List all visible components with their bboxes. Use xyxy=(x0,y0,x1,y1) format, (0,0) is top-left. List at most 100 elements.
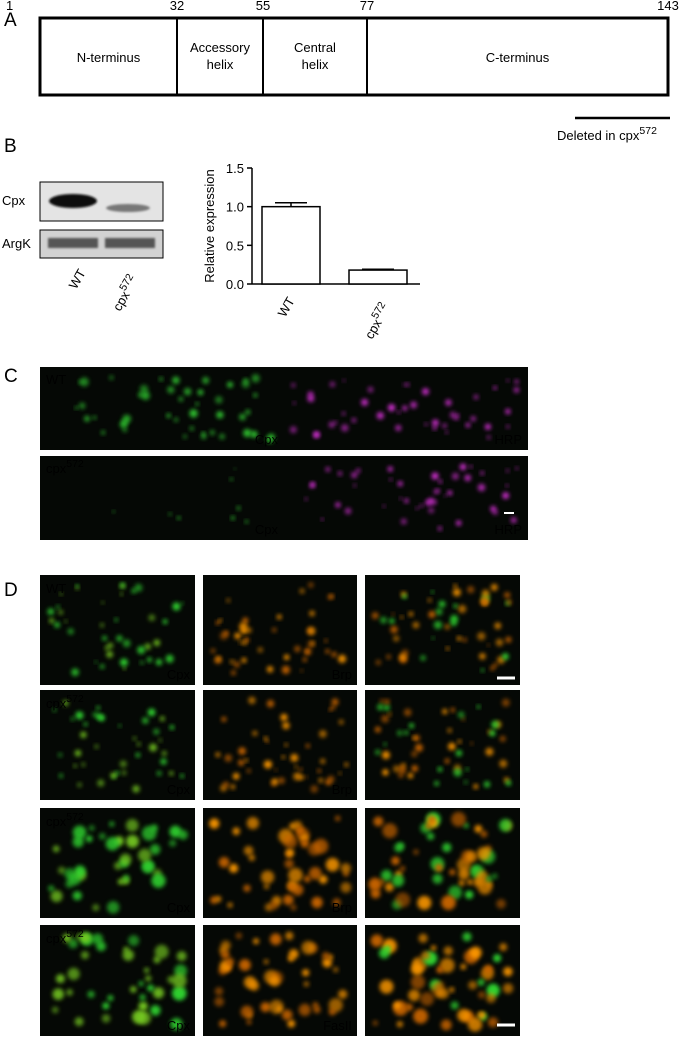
puncta xyxy=(242,640,247,646)
puncta xyxy=(290,904,297,911)
puncta xyxy=(432,499,438,505)
genotype-label: WT xyxy=(46,372,66,387)
micrograph-signal xyxy=(289,379,520,440)
puncta xyxy=(122,427,128,433)
puncta xyxy=(141,860,155,874)
puncta xyxy=(248,854,255,861)
puncta xyxy=(505,408,511,415)
puncta xyxy=(94,744,99,749)
puncta xyxy=(288,949,299,959)
puncta xyxy=(378,947,390,959)
micrograph xyxy=(40,690,195,800)
micrograph-signal xyxy=(215,696,349,793)
puncta xyxy=(162,619,168,625)
puncta xyxy=(284,859,294,869)
puncta xyxy=(117,878,124,885)
puncta xyxy=(128,935,140,947)
puncta xyxy=(83,722,88,727)
puncta xyxy=(462,932,472,942)
puncta xyxy=(499,943,508,952)
puncta xyxy=(283,654,290,661)
puncta xyxy=(79,377,89,387)
puncta xyxy=(71,668,79,677)
puncta xyxy=(470,741,474,745)
puncta xyxy=(495,638,504,647)
puncta xyxy=(469,465,473,469)
puncta xyxy=(122,949,134,961)
puncta xyxy=(473,784,479,789)
puncta xyxy=(138,980,144,987)
puncta xyxy=(506,379,510,382)
puncta xyxy=(129,986,137,993)
stain-label: Brp xyxy=(332,667,352,682)
puncta xyxy=(434,780,440,786)
puncta xyxy=(252,938,260,945)
puncta xyxy=(493,954,502,963)
puncta xyxy=(75,586,80,590)
puncta xyxy=(510,517,517,524)
micrograph-signal xyxy=(370,932,514,1032)
puncta xyxy=(307,395,315,403)
puncta xyxy=(241,380,250,388)
puncta xyxy=(280,713,288,722)
puncta xyxy=(334,815,341,822)
puncta xyxy=(387,466,393,472)
puncta xyxy=(266,666,274,673)
puncta xyxy=(408,611,414,617)
puncta xyxy=(391,874,405,887)
puncta xyxy=(92,415,97,420)
puncta xyxy=(506,599,512,605)
puncta xyxy=(513,387,520,393)
puncta xyxy=(379,979,394,994)
puncta xyxy=(153,728,160,735)
puncta xyxy=(54,621,61,628)
puncta xyxy=(432,426,437,431)
puncta xyxy=(227,902,233,908)
puncta xyxy=(455,749,463,757)
puncta xyxy=(236,506,241,511)
puncta xyxy=(209,429,215,436)
puncta xyxy=(78,380,83,384)
puncta xyxy=(246,817,259,830)
y-tick-label: 0.0 xyxy=(226,277,244,292)
puncta xyxy=(282,721,290,730)
puncta xyxy=(243,884,251,892)
puncta xyxy=(119,583,126,590)
genotype-label-sup: 572 xyxy=(66,693,84,705)
puncta xyxy=(253,393,258,398)
puncta xyxy=(328,1008,336,1016)
puncta xyxy=(67,628,74,635)
puncta xyxy=(317,768,322,773)
puncta xyxy=(412,736,416,740)
puncta xyxy=(374,726,381,733)
puncta xyxy=(420,655,426,661)
puncta xyxy=(232,772,240,780)
puncta xyxy=(243,428,252,438)
puncta xyxy=(152,987,165,999)
puncta xyxy=(464,474,471,482)
puncta xyxy=(499,818,512,832)
puncta xyxy=(218,618,223,622)
puncta xyxy=(486,881,493,888)
puncta xyxy=(165,654,174,663)
micrograph-signal xyxy=(74,374,276,444)
puncta xyxy=(66,989,73,996)
puncta xyxy=(80,951,90,960)
puncta xyxy=(470,416,476,422)
puncta xyxy=(283,894,294,906)
puncta xyxy=(361,398,369,406)
puncta xyxy=(68,873,81,886)
puncta xyxy=(448,742,456,751)
puncta xyxy=(340,882,352,893)
puncta xyxy=(397,410,401,414)
genotype-label: WT xyxy=(46,581,66,596)
puncta xyxy=(244,519,249,524)
genotype-label: cpx572 xyxy=(46,693,84,711)
puncta xyxy=(405,1003,414,1011)
puncta xyxy=(465,850,478,863)
puncta xyxy=(442,842,452,853)
puncta xyxy=(80,731,87,739)
stain-label: HRP xyxy=(495,522,522,537)
puncta xyxy=(474,824,483,833)
puncta xyxy=(501,698,510,707)
